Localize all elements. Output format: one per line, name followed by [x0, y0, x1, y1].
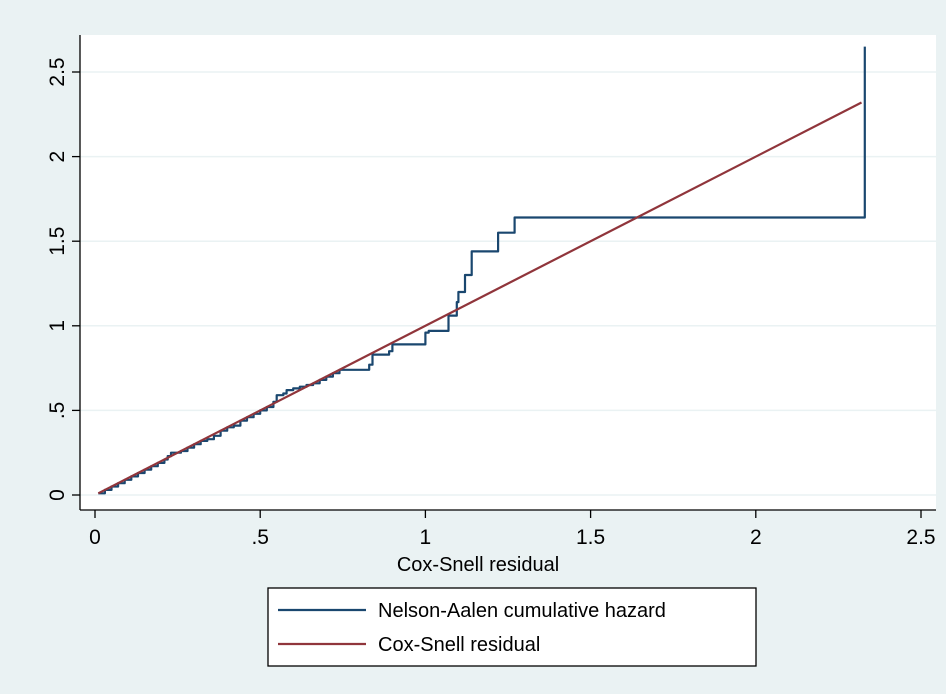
- x-tick-label: 0: [89, 526, 101, 549]
- y-tick-label: .5: [46, 402, 69, 420]
- y-tick-label: 2.5: [46, 57, 69, 86]
- series-line-nelson-aalen: [98, 46, 866, 495]
- legend-box: [267, 587, 757, 667]
- y-tick-label: 1: [46, 320, 69, 332]
- x-tick-label: 1: [420, 526, 432, 549]
- x-tick-label: 2.5: [906, 526, 935, 549]
- x-tick-label: .5: [251, 526, 269, 549]
- y-tick-label: 2: [46, 151, 69, 163]
- series-layer: [97, 46, 866, 495]
- axes-layer: 0 .5 1 1.5 2 2.5 0 .5 1 1.5 2 2.5: [46, 35, 936, 549]
- legend-label: Nelson-Aalen cumulative hazard: [378, 600, 666, 622]
- x-tick-label: 1.5: [576, 526, 605, 549]
- x-tick-label: 2: [750, 526, 762, 549]
- legend: Nelson-Aalen cumulative hazard Cox-Snell …: [267, 587, 757, 667]
- series-line-cox-snell: [97, 101, 863, 495]
- y-tick-label: 1.5: [46, 227, 69, 256]
- legend-label: Cox-Snell residual: [378, 634, 540, 656]
- grid-layer: [80, 71, 936, 496]
- x-axis-label: Cox-Snell residual: [397, 554, 559, 576]
- y-tick-label: 0: [46, 489, 69, 501]
